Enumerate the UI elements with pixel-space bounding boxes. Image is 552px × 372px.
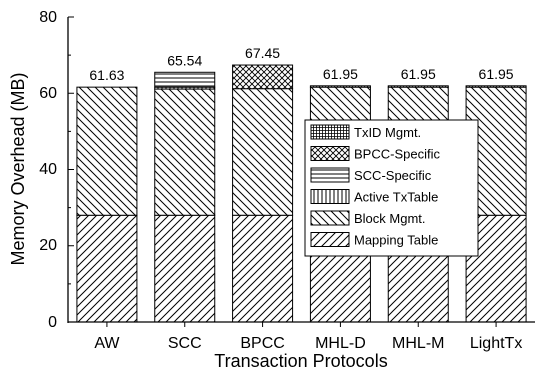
legend-label: Block Mgmt.: [354, 211, 426, 226]
y-tick-label: 80: [39, 9, 57, 26]
total-labels-group: 61.63 65.54 67.45 61.95 61.95 61.95: [89, 45, 513, 83]
legend-label: Mapping Table: [354, 233, 438, 248]
bar-segment: [465, 85, 527, 88]
legend-label: SCC-Specific: [354, 168, 432, 183]
legend-swatch: [310, 232, 350, 247]
x-tick-label: SCC: [168, 335, 202, 352]
legend-swatch: [310, 189, 350, 204]
y-tick-label: 0: [48, 314, 57, 331]
x-tick-label: BPCC: [240, 335, 284, 352]
bar-segment: [76, 214, 138, 323]
x-tick-label: MHL-D: [315, 335, 366, 352]
axes: [67, 16, 535, 323]
bar-segment: [76, 86, 138, 216]
bar-segment: [232, 214, 294, 323]
bar-segment: [232, 88, 294, 216]
total-label: 61.95: [401, 66, 436, 82]
y-tick-label: 60: [39, 85, 57, 102]
bar-segment: [309, 85, 371, 88]
legend-swatch: [310, 124, 350, 140]
total-label: 61.95: [323, 66, 358, 82]
y-ticks: [68, 16, 74, 323]
legend-label: TxID Mgmt.: [354, 125, 421, 140]
legend-swatch: [310, 167, 350, 183]
y-tick-label: 40: [39, 161, 57, 178]
total-label: 67.45: [245, 45, 280, 61]
x-tick-label: AW: [94, 335, 120, 352]
legend: TxID Mgmt. BPCC-Specific SCC-Specific Activ…: [304, 119, 479, 257]
y-tick-label: 20: [39, 237, 57, 254]
total-label: 61.95: [479, 66, 514, 82]
y-tick-labels: 0 20 40 60 80: [39, 9, 57, 331]
bar-segment: [154, 71, 216, 88]
y-axis-title: Memory Overhead (MB): [8, 72, 28, 265]
x-tick-label: LightTx: [470, 335, 522, 352]
x-tick-labels: AW SCC BPCC MHL-D MHL-M LightTx: [94, 322, 522, 352]
bar-segment: [387, 85, 449, 88]
bar-segment: [154, 88, 216, 216]
bar-segment: [232, 64, 294, 90]
total-label: 65.54: [167, 52, 202, 68]
bar-segment: [154, 214, 216, 323]
total-label: 61.63: [89, 67, 124, 83]
x-axis-title: Transaction Protocols: [214, 351, 387, 371]
x-tick-label: MHL-M: [392, 335, 444, 352]
legend-label: Active TxTable: [354, 190, 438, 205]
legend-label: BPCC-Specific: [354, 147, 440, 162]
legend-swatch: [310, 210, 350, 226]
legend-swatch: [310, 146, 350, 161]
